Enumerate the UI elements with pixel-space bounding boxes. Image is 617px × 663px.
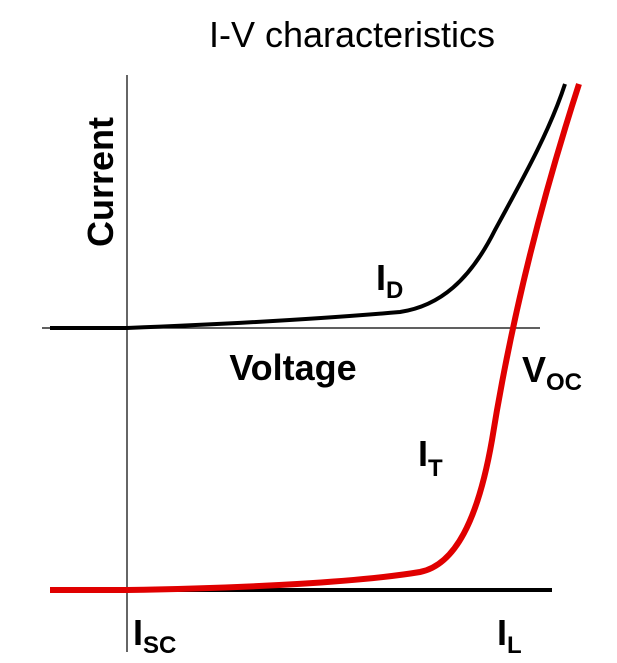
dark-current-label: ID bbox=[376, 257, 403, 304]
label-sub: T bbox=[428, 455, 443, 482]
label-sub: OC bbox=[546, 369, 582, 396]
x-axis-label: Voltage bbox=[229, 347, 356, 388]
label-sub: D bbox=[386, 277, 403, 304]
label-sub: SC bbox=[143, 632, 176, 659]
isc-label: ISC bbox=[133, 612, 176, 659]
dark-current-curve bbox=[50, 83, 567, 330]
total-current-label: IT bbox=[418, 433, 443, 482]
label-sub: L bbox=[507, 632, 522, 659]
title: I-V characteristics bbox=[209, 14, 495, 55]
total-current-curve bbox=[50, 83, 582, 593]
label-main: V bbox=[522, 349, 546, 390]
label-main: I bbox=[418, 433, 428, 474]
il-label: IL bbox=[497, 612, 522, 659]
label-main: I bbox=[497, 612, 507, 653]
label-main: I bbox=[376, 257, 386, 298]
voc-label: VOC bbox=[522, 349, 582, 396]
label-main: I bbox=[133, 612, 143, 653]
y-axis-label: Current bbox=[80, 117, 121, 247]
